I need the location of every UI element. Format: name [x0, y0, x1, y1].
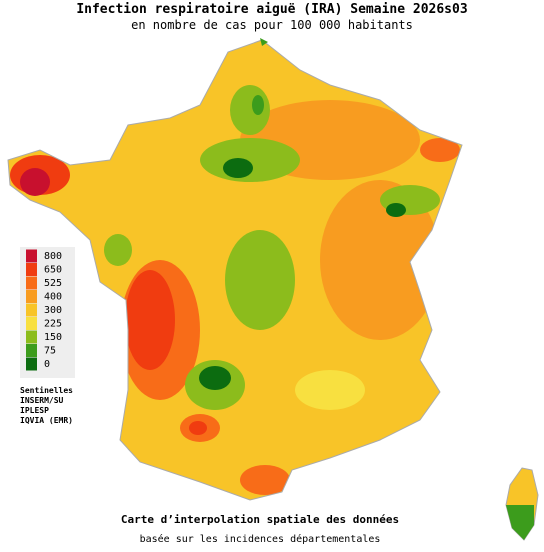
- title: Infection respiratoire aiguë (IRA) Semai…: [76, 2, 467, 17]
- footer-line: Carte d’interpolation spatiale des donné…: [121, 513, 399, 526]
- legend-swatch: [26, 317, 37, 330]
- legend-label: 650: [44, 265, 62, 276]
- legend-swatch: [26, 357, 37, 371]
- legend-label: 225: [44, 319, 62, 330]
- legend-swatch: [26, 344, 37, 357]
- legend-swatch: [26, 330, 37, 344]
- legend-swatch: [26, 290, 37, 303]
- legend-swatch: [26, 303, 37, 317]
- footer-line: basée sur les incidences départementales: [140, 533, 381, 545]
- legend-label: 75: [44, 346, 56, 357]
- legend-label: 400: [44, 292, 62, 303]
- legend-swatch: [26, 263, 37, 276]
- legend-swatch: [26, 249, 37, 263]
- subtitle: en nombre de cas pour 100 000 habitants: [131, 18, 413, 32]
- legend-label: 800: [44, 251, 62, 262]
- legend-label: 150: [44, 332, 62, 343]
- legend-swatch: [26, 276, 37, 290]
- source-line: IPLESP: [20, 406, 49, 415]
- france-map: [7, 38, 539, 541]
- legend-label: 300: [44, 305, 62, 316]
- source-line: IQVIA (EMR): [20, 416, 73, 425]
- source-line: INSERM/SU: [20, 396, 64, 405]
- legend-label: 525: [44, 278, 62, 289]
- legend-label: 0: [44, 359, 50, 370]
- source-line: Sentinelles: [20, 385, 73, 395]
- legend: 800 650 525 400 300 225 150 75 0: [26, 249, 62, 371]
